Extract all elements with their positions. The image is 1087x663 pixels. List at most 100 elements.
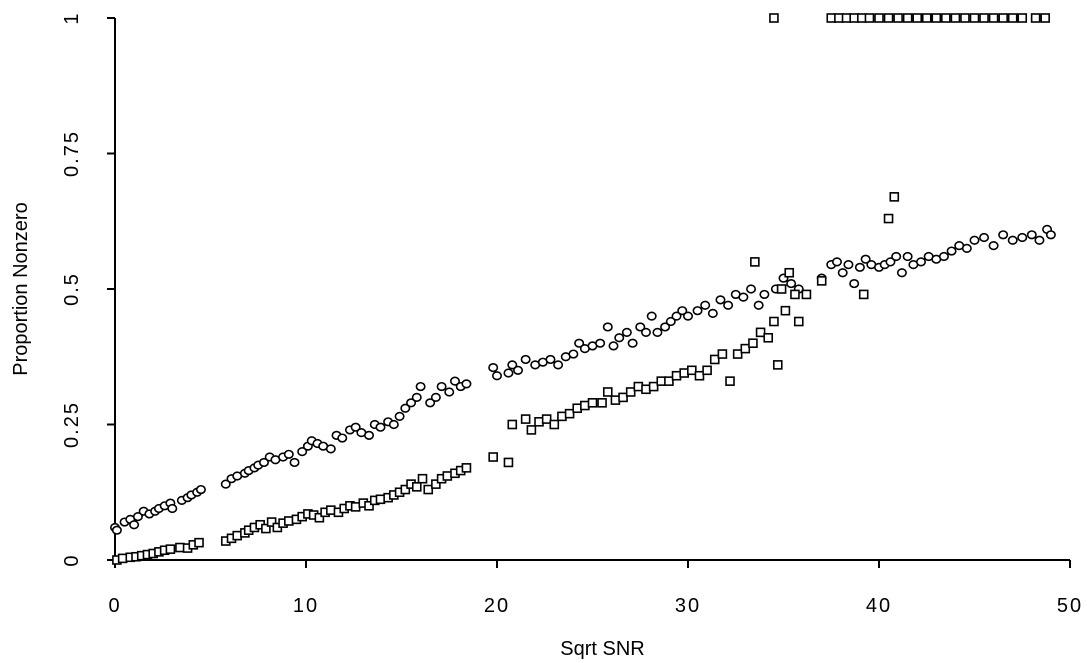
point-circle	[723, 300, 734, 310]
point-circle	[436, 381, 447, 392]
x-ticks: 0 10 20 30 40 50	[108, 560, 1083, 617]
point-circle	[614, 333, 625, 343]
point-square	[326, 505, 336, 515]
point-square	[431, 479, 441, 489]
point-circle	[400, 403, 411, 413]
point-circle	[132, 512, 143, 522]
point-circle	[602, 322, 613, 332]
point-circle	[574, 338, 585, 348]
point-circle	[488, 362, 499, 373]
point-circle	[938, 251, 949, 262]
point-circle	[621, 327, 632, 337]
y-tick-label: 0	[61, 553, 83, 566]
point-square	[874, 13, 884, 23]
point-square	[526, 425, 537, 435]
point-circle	[595, 338, 606, 348]
point-circle	[545, 354, 556, 365]
y-tick-label: 1	[61, 11, 83, 24]
point-circle	[738, 292, 749, 302]
point-square	[694, 370, 705, 381]
point-circle	[753, 300, 764, 310]
point-square	[541, 414, 552, 424]
y-ticks: 0 0.25 0.5 0.75 1	[61, 11, 115, 567]
point-circle	[665, 316, 676, 327]
point-square	[849, 13, 859, 23]
point-square	[641, 384, 651, 395]
point-square	[520, 414, 531, 424]
point-circle	[406, 398, 417, 408]
point-circle	[988, 241, 999, 251]
y-tick-label: 0.75	[61, 130, 83, 177]
point-square	[979, 13, 989, 23]
point-circle	[1034, 235, 1045, 245]
point-square	[507, 419, 518, 430]
x-tick-label: 40	[866, 595, 892, 617]
point-square	[671, 370, 682, 381]
point-square	[417, 473, 428, 484]
point-square	[780, 305, 791, 316]
point-circle	[325, 444, 336, 454]
point-square	[801, 289, 812, 300]
point-circle	[553, 360, 564, 370]
point-circle	[1026, 230, 1037, 240]
point-square	[534, 416, 544, 427]
point-square	[857, 13, 867, 23]
point-square	[633, 381, 644, 392]
point-circle	[916, 257, 927, 267]
point-circle	[1007, 235, 1018, 245]
point-square	[618, 392, 628, 403]
point-circle	[444, 387, 455, 397]
point-circle	[652, 327, 663, 337]
point-square	[883, 13, 894, 23]
point-circle	[843, 260, 854, 270]
point-circle	[507, 360, 518, 370]
point-square	[772, 360, 783, 370]
point-circle	[646, 311, 657, 321]
point-square	[664, 376, 674, 386]
point-square	[769, 316, 779, 327]
point-square	[893, 13, 903, 23]
point-circle	[837, 268, 848, 278]
point-square	[725, 376, 735, 386]
point-square	[1017, 13, 1028, 23]
x-tick-label: 50	[1057, 595, 1083, 617]
point-square	[266, 517, 277, 527]
point-circle	[998, 230, 1009, 240]
point-square	[864, 13, 875, 23]
point-square	[625, 387, 636, 397]
point-circle	[849, 278, 860, 289]
point-circle	[608, 341, 619, 351]
point-circle	[660, 322, 671, 332]
point-circle	[682, 311, 693, 321]
point-circle	[425, 398, 436, 408]
point-square	[1007, 13, 1018, 23]
y-tick-label: 0.5	[61, 272, 83, 306]
point-circle	[902, 251, 913, 262]
point-square	[988, 13, 999, 23]
point-circle	[677, 306, 688, 316]
axes	[114, 18, 1070, 561]
point-square	[261, 523, 271, 534]
point-square	[755, 327, 766, 338]
point-square	[763, 332, 774, 343]
point-square	[314, 512, 325, 523]
y-axis-label: Proportion Nonzero	[10, 202, 32, 375]
point-square	[732, 349, 743, 359]
point-circle	[786, 278, 797, 289]
point-square	[503, 457, 514, 468]
point-circle	[430, 392, 441, 403]
point-square	[549, 419, 560, 430]
point-circle	[946, 246, 957, 256]
point-circle	[415, 381, 426, 392]
point-square	[816, 276, 827, 286]
point-circle	[289, 457, 300, 468]
x-tick-label: 30	[675, 595, 701, 617]
point-circle	[350, 422, 361, 432]
point-square	[597, 398, 607, 408]
x-tick-label: 0	[108, 595, 121, 617]
point-square	[350, 502, 361, 512]
point-square	[793, 316, 804, 327]
point-circle	[979, 232, 990, 243]
point-circle	[854, 262, 865, 272]
